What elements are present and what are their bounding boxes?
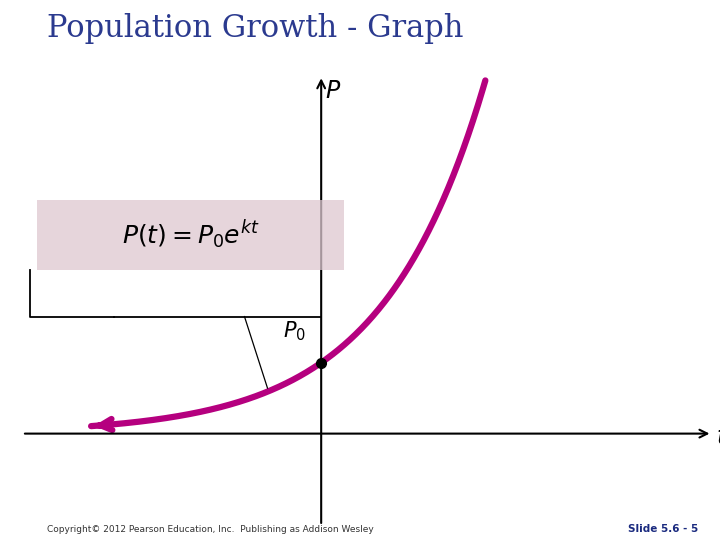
Text: Population Growth - Graph: Population Growth - Graph	[47, 14, 463, 44]
Text: $P$: $P$	[325, 79, 341, 103]
Text: $t$: $t$	[716, 425, 720, 449]
Text: $P_0$: $P_0$	[283, 319, 306, 343]
Text: Slide 5.6 - 5: Slide 5.6 - 5	[628, 523, 698, 534]
Text: $P(t) = P_0 e^{kt}$: $P(t) = P_0 e^{kt}$	[122, 219, 260, 252]
Text: Copyright© 2012 Pearson Education, Inc.  Publishing as Addison Wesley: Copyright© 2012 Pearson Education, Inc. …	[47, 524, 374, 534]
FancyBboxPatch shape	[37, 200, 344, 271]
